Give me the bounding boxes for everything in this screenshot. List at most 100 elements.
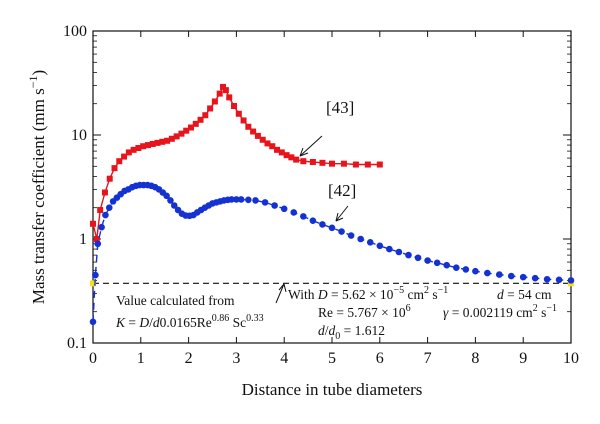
series-point-circle [319,221,326,228]
series-point-circle [484,269,491,277]
series-point-circle [555,276,563,284]
series-point-square [135,144,142,151]
x-tick-label: 9 [519,350,527,367]
series-point-square [130,146,137,153]
y-axis-label-sup: −1 [26,75,40,88]
series-point-circle [567,277,575,284]
series-point-square [149,140,156,147]
label-ref-43: [43] [326,98,354,117]
series-point-circle [271,202,278,209]
series-point-square [319,159,326,166]
series-point-square [293,156,300,163]
series-point-square [309,159,316,166]
series-point-circle [395,248,403,256]
series-point-square [90,220,96,227]
series-point-circle [237,196,245,203]
series-point-circle [328,224,336,232]
series-point-square [259,136,266,143]
arrow-43-head [299,147,309,157]
x-tick-label: 5 [328,350,336,367]
annotation-d: d = 54 cm [497,287,552,302]
series-point-circle [433,259,441,267]
series-point-square [121,153,128,160]
series-point-circle [105,204,113,211]
series-point-circle [167,197,174,204]
series-layer [89,83,575,326]
series-point-circle [170,202,178,209]
series-point-circle [347,232,355,239]
arrow-calc [275,283,285,304]
series-point-circle [462,266,470,273]
series-point-square [101,189,108,196]
reference-marker-left [90,280,96,287]
arrow-43 [299,135,323,157]
y-tick-label: 100 [63,23,87,40]
x-axis-label: Distance in tube diameters [242,380,423,399]
series-point-square [278,149,285,156]
series-point-circle [89,318,97,326]
series-point-square [340,160,347,167]
series-point-circle [386,245,393,253]
series-point-circle [92,271,99,279]
x-tick-label: 10 [563,350,579,367]
series-point-square [222,87,229,94]
series-point-circle [543,275,551,283]
series-point-circle [376,242,384,250]
series-point-circle [252,197,259,204]
series-point-square [97,207,104,214]
series-point-square [183,127,190,134]
series-point-square [288,154,295,161]
x-tick-label: 3 [232,350,240,367]
series-point-square [216,90,223,97]
series-point-square [254,132,261,139]
series-point-circle [102,211,109,219]
series-point-circle [94,240,102,248]
series-point-square [187,124,194,131]
series-point-square [159,138,166,145]
series-point-square [240,117,247,124]
x-tick-label: 0 [89,350,97,367]
x-tick-label: 4 [280,350,288,367]
series-point-square [144,142,151,149]
series-point-square [202,112,209,119]
series-point-square [329,160,335,167]
series-point-square [106,175,113,182]
series-point-circle [472,267,479,275]
series-point-circle [452,264,460,271]
series-point-square [111,165,118,172]
series-point-square [226,94,233,101]
series-point-circle [531,274,539,282]
reference-line-group [90,280,574,287]
series-point-circle [443,261,451,269]
series-point-square [231,103,238,110]
arrow-42-head [335,212,344,222]
annotation-with-D: With D = 5.62 × 10−5 cm2 s−1 [288,285,448,302]
series-point-circle [98,223,105,231]
x-tick-label: 2 [185,350,193,367]
callout-arrows [275,135,349,304]
y-tick-label: 1 [79,231,87,248]
series-point-circle [519,273,527,281]
series-point-square [220,83,227,90]
series-point-square [245,123,252,130]
x-tick-label: 7 [424,350,432,367]
x-tick-label: 6 [376,350,384,367]
series-point-circle [309,217,317,224]
annotation-gamma: γ = 0.002119 cm2 s−1 [443,303,557,320]
x-tick-label: 8 [471,350,479,367]
series-point-square [140,143,147,150]
series-point-square [125,149,132,156]
y-axis-label: Mass transfer coefficient (mm s−1) [26,70,48,304]
series-point-square [168,135,175,142]
series-point-square [116,158,123,165]
series-point-circle [496,271,503,278]
series-point-circle [290,209,298,216]
series-point-square [211,98,218,105]
series-point-circle [163,192,170,200]
label-ref-42: [42] [328,181,356,200]
series-point-square [269,143,276,150]
series-point-square [274,146,281,153]
y-tick-label: 10 [71,127,87,144]
annotation-calc-line1: Value calculated from [116,293,235,308]
